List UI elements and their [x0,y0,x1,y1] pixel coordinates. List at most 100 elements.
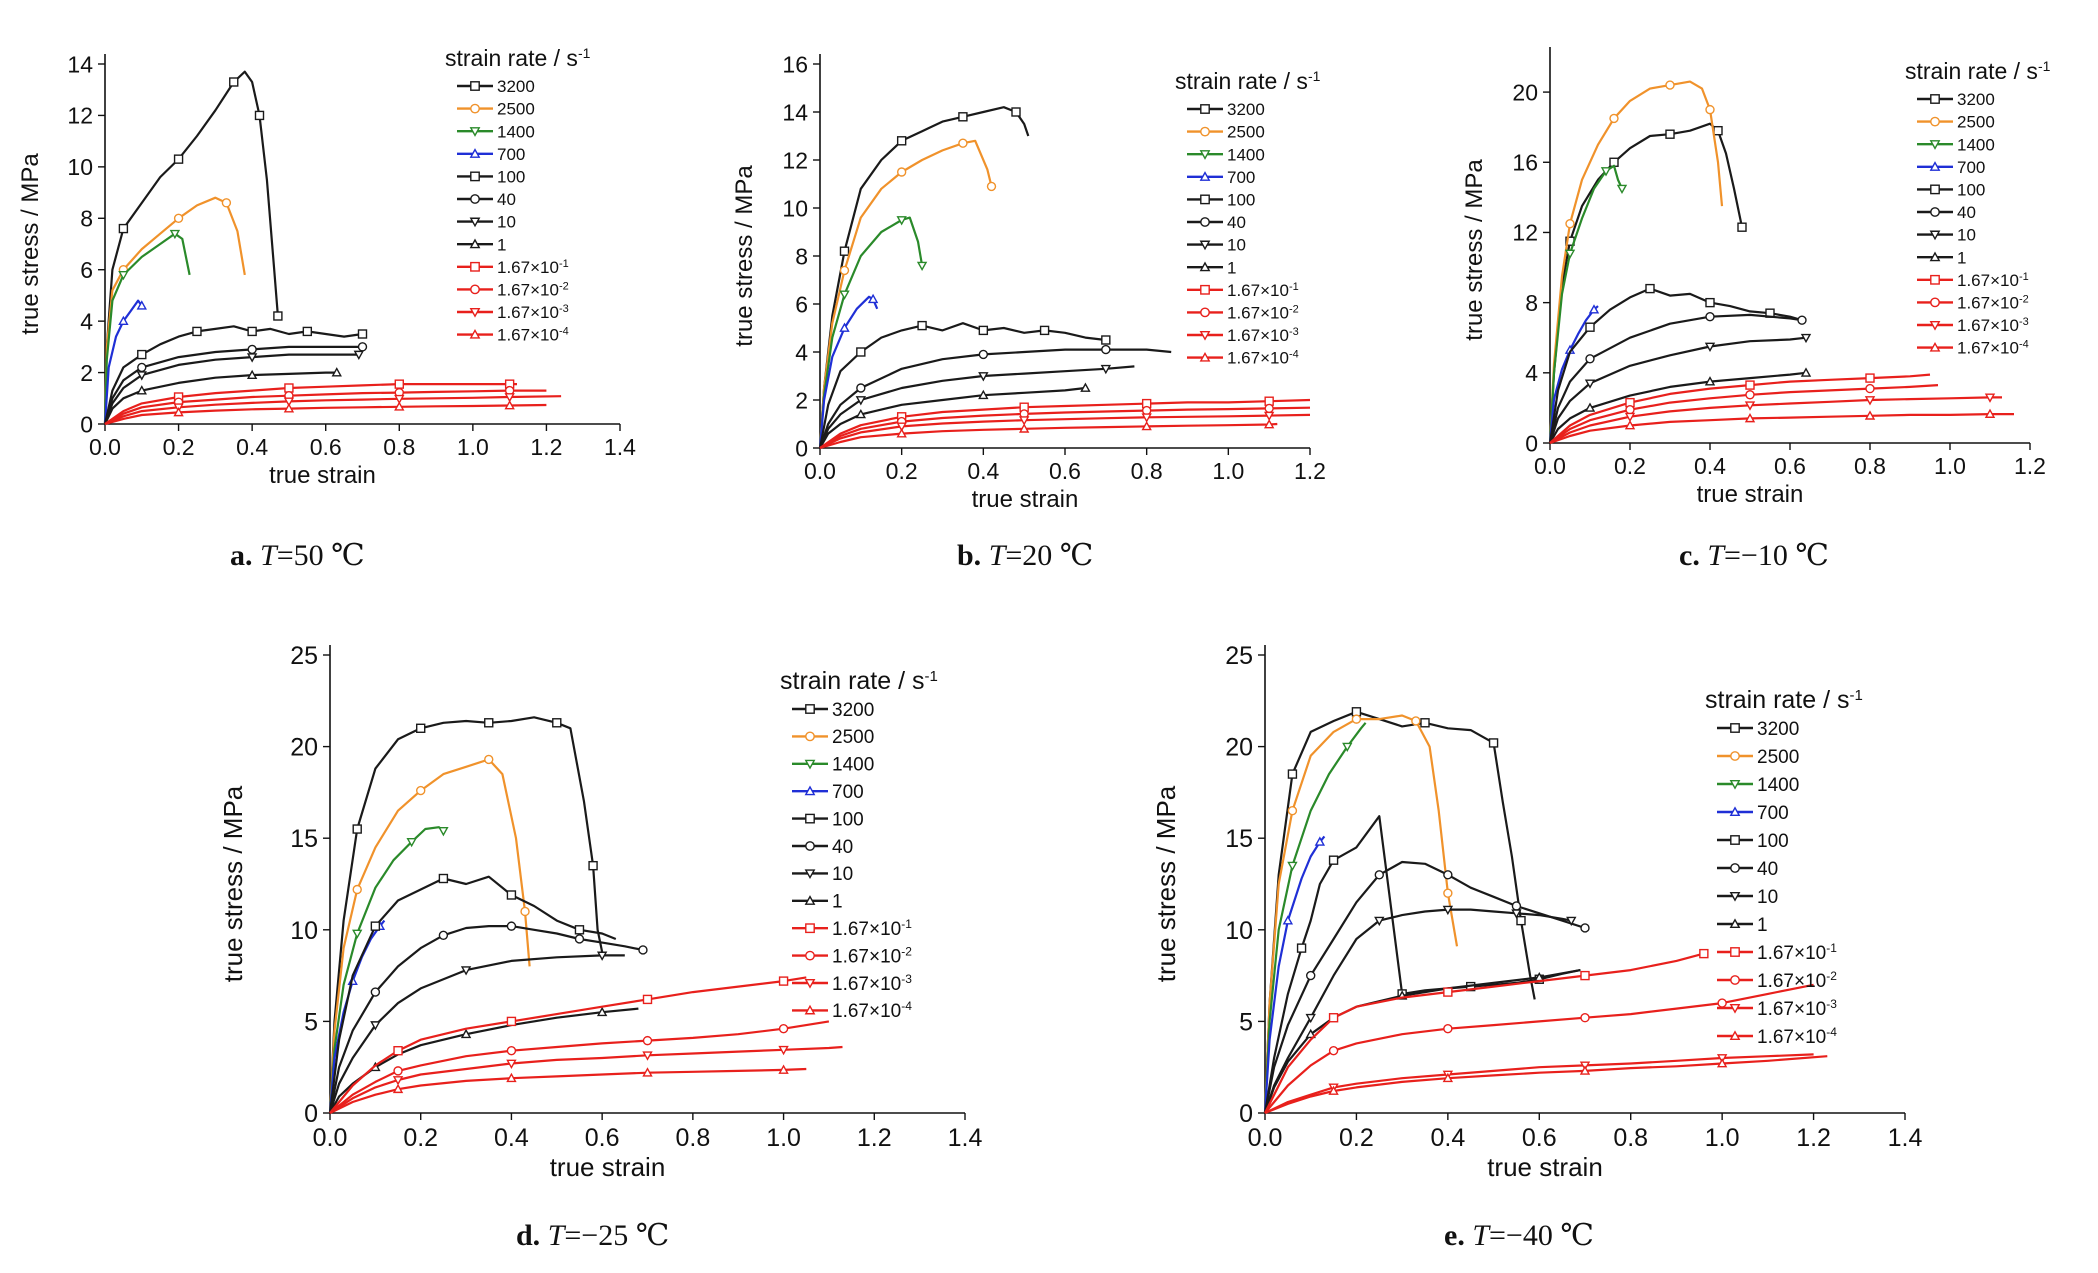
legend-item: 10 [1717,887,1778,908]
data-point [173,154,184,164]
data-point [506,1059,517,1069]
series-line [1548,336,1807,444]
series-1.67×10⁻² [819,403,1311,449]
series-line [329,1007,639,1114]
legend-label-sup: -4 [901,999,912,1013]
data-point [520,906,530,917]
legend-label: 700 [832,782,864,803]
data-point [506,1046,517,1056]
legend-label: 1 [1227,258,1236,277]
x-tick-label: 0.6 [1774,453,1806,479]
caption-temperature-symbol: T [1707,539,1726,572]
legend-item: 1.67×10-2 [1187,304,1299,323]
legend-item: 3200 [457,77,535,96]
series-1 [819,382,1091,449]
data-point [118,223,129,234]
data-point [1328,1046,1339,1056]
legend-item: 1.67×10-2 [457,281,569,300]
series-line [103,325,363,425]
data-point [1141,420,1152,431]
series-700 [1263,835,1326,1114]
series-1.67×10⁻² [329,1020,830,1114]
data-point [1328,1085,1339,1095]
legend-label: 100 [1227,191,1255,210]
legend-item: 1.67×10-1 [1717,941,1837,964]
series-line [1263,860,1586,1114]
legend-title: strain rate / s-1 [1705,686,1863,714]
legend-item: 100 [1187,191,1255,210]
x-tick-label: 1.2 [1294,458,1326,484]
data-point [1443,1024,1453,1034]
y-axis-title: true stress / MPa [218,785,248,982]
legend-label-sup: -3 [1289,326,1299,338]
series-1.67×10⁻¹ [329,976,807,1114]
legend-marker [805,841,815,851]
x-axis-title: true strain [972,486,1079,513]
legend-marker [1929,320,1941,331]
data-point [978,325,989,336]
legend-item: 100 [457,168,525,187]
series-3200 [818,106,1030,449]
data-point [416,723,426,733]
legend-label: 100 [497,168,525,187]
legend-label: 1.67×10-2 [1227,304,1299,323]
series-line [819,413,1311,449]
legend-item: 2500 [1717,747,1799,768]
legend-item: 700 [1187,168,1255,187]
data-point [1745,390,1755,400]
data-point [1624,420,1636,430]
legend-item: 10 [1187,236,1246,255]
series-1400 [328,826,449,1114]
legend-item: 1400 [457,122,535,141]
data-point [352,884,362,895]
data-point [1585,322,1595,332]
legend-label: 1 [497,235,506,254]
data-point [978,372,989,382]
legend: strain rate / s-1 3200 2500 1400 700 100 40 10 1… [1705,686,1863,1048]
data-point [352,929,363,939]
y-tick-label: 0 [795,435,808,461]
data-point [192,326,202,337]
data-point [406,837,417,848]
y-tick-label: 4 [1525,360,1538,386]
legend-label-sup: -1 [2019,271,2029,283]
legend-marker [1729,891,1741,902]
x-tick-label: 0.4 [494,1124,529,1152]
data-point [1263,411,1275,422]
data-point [1511,909,1522,919]
legend-item: 1400 [1717,775,1799,796]
legend-label: 2500 [832,727,874,748]
legend-item: 1.67×10-2 [1917,294,2029,313]
legend-item: 1.67×10-1 [1187,281,1299,300]
data-point [283,397,295,407]
data-point [1306,970,1316,981]
series-1.67×10⁻¹ [104,379,517,425]
series-1.67×10⁻³ [819,411,1311,449]
y-axis-title: true stress / MPa [17,153,44,335]
legend-title: strain rate / s-1 [780,667,938,695]
legend-item: 3200 [1187,100,1265,119]
legend-marker [470,194,480,204]
data-point [118,315,129,326]
data-point [1609,113,1619,124]
x-tick-label: 0.4 [236,434,268,460]
y-tick-label: 5 [304,1008,318,1036]
series-line [104,389,547,425]
legend-marker [805,923,815,934]
legend-label: 1.67×10-2 [1757,969,1837,992]
legend-marker [1200,307,1210,318]
legend-label: 1.67×10-2 [497,281,569,300]
legend-marker [470,81,480,91]
legend-item: 1.67×10-4 [1717,1025,1837,1048]
panel-caption: c. T=−10 ℃ [1679,539,1829,572]
legend-item: 1.67×10-4 [457,326,569,345]
x-tick-label: 0.8 [1854,453,1886,479]
x-tick-label: 0.2 [1339,1124,1374,1152]
data-point [642,1067,653,1077]
legend-label: 3200 [497,77,535,96]
data-point [574,925,585,935]
y-tick-label: 15 [290,825,318,853]
data-point [352,824,362,834]
legend-label: 3200 [1757,719,1799,740]
legend-marker [804,895,816,905]
